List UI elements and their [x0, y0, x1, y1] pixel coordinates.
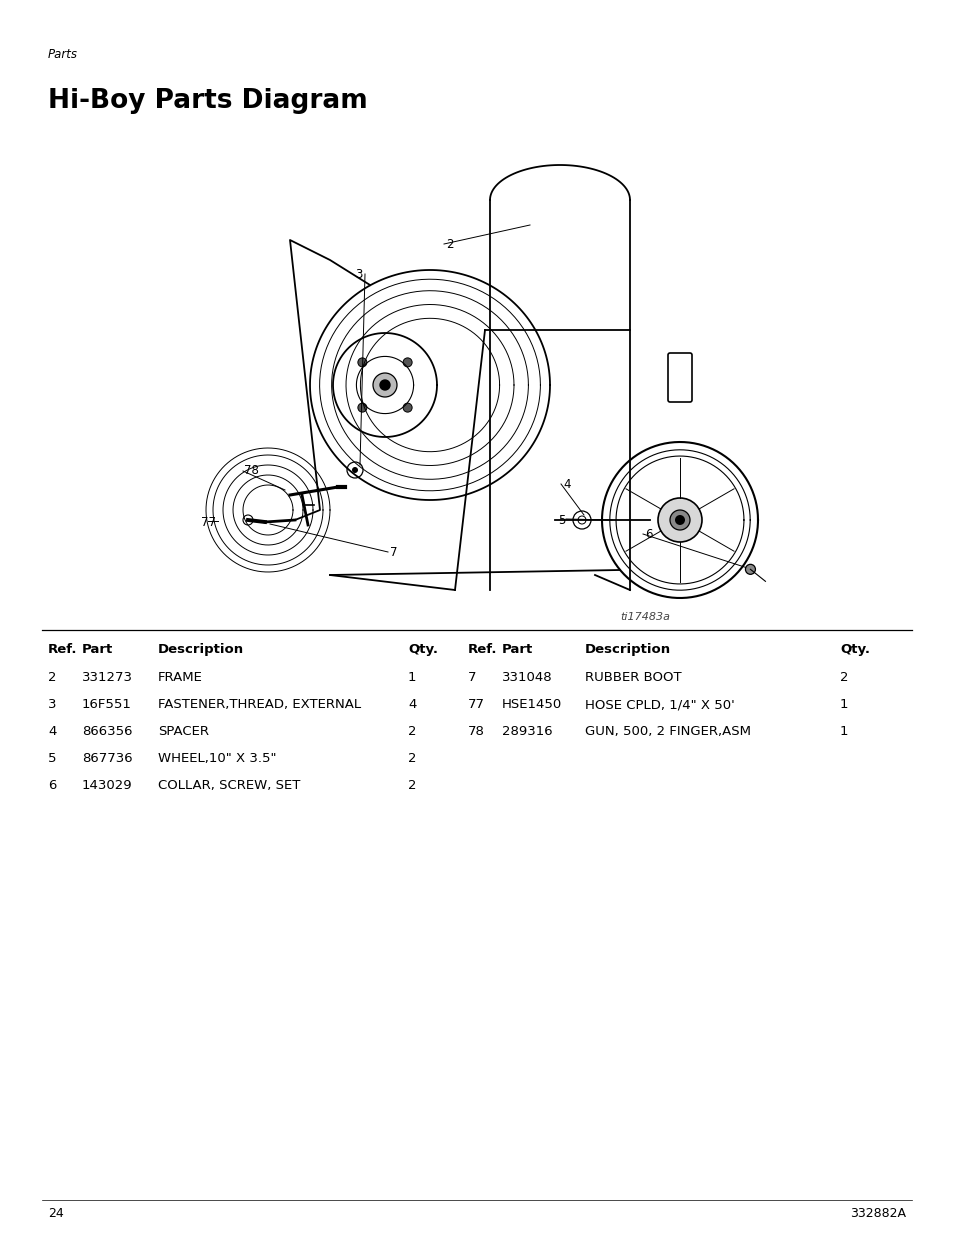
Text: 16F551: 16F551 — [82, 698, 132, 711]
Text: Qty.: Qty. — [840, 643, 869, 656]
Circle shape — [357, 403, 367, 412]
Text: 5: 5 — [558, 514, 565, 526]
Text: HOSE CPLD, 1/4" X 50': HOSE CPLD, 1/4" X 50' — [584, 698, 734, 711]
Text: 2: 2 — [48, 671, 56, 684]
Text: 78: 78 — [244, 463, 258, 477]
Text: 143029: 143029 — [82, 779, 132, 792]
Text: 867736: 867736 — [82, 752, 132, 764]
Text: 2: 2 — [840, 671, 847, 684]
Text: 1: 1 — [840, 698, 847, 711]
Text: 1: 1 — [840, 725, 847, 739]
Circle shape — [403, 403, 412, 412]
Text: 2: 2 — [446, 238, 453, 252]
Text: GUN, 500, 2 FINGER,ASM: GUN, 500, 2 FINGER,ASM — [584, 725, 750, 739]
Text: RUBBER BOOT: RUBBER BOOT — [584, 671, 680, 684]
Text: Hi-Boy Parts Diagram: Hi-Boy Parts Diagram — [48, 88, 367, 114]
Text: Part: Part — [82, 643, 113, 656]
Text: FASTENER,THREAD, EXTERNAL: FASTENER,THREAD, EXTERNAL — [158, 698, 361, 711]
Text: Part: Part — [501, 643, 533, 656]
Text: 289316: 289316 — [501, 725, 552, 739]
Text: Description: Description — [158, 643, 244, 656]
Circle shape — [373, 373, 396, 396]
Circle shape — [669, 510, 689, 530]
Text: 77: 77 — [201, 515, 215, 529]
Circle shape — [379, 380, 390, 390]
Text: 6: 6 — [644, 529, 652, 541]
Circle shape — [352, 467, 357, 473]
Text: 1: 1 — [408, 671, 416, 684]
Text: ti17483a: ti17483a — [619, 613, 669, 622]
Text: WHEEL,10" X 3.5": WHEEL,10" X 3.5" — [158, 752, 276, 764]
Text: FRAME: FRAME — [158, 671, 203, 684]
Text: 2: 2 — [408, 779, 416, 792]
Text: 331273: 331273 — [82, 671, 132, 684]
Text: Parts: Parts — [48, 48, 78, 61]
Circle shape — [658, 498, 701, 542]
Text: COLLAR, SCREW, SET: COLLAR, SCREW, SET — [158, 779, 300, 792]
Circle shape — [357, 358, 367, 367]
Text: Ref.: Ref. — [468, 643, 497, 656]
FancyBboxPatch shape — [667, 353, 691, 403]
Text: Qty.: Qty. — [408, 643, 437, 656]
Text: 3: 3 — [48, 698, 56, 711]
Text: 4: 4 — [48, 725, 56, 739]
Text: 5: 5 — [48, 752, 56, 764]
Text: 78: 78 — [468, 725, 484, 739]
Text: 2: 2 — [408, 752, 416, 764]
Text: Ref.: Ref. — [48, 643, 77, 656]
Text: 3: 3 — [355, 268, 362, 282]
Text: 866356: 866356 — [82, 725, 132, 739]
Text: 77: 77 — [468, 698, 484, 711]
Text: 24: 24 — [48, 1207, 64, 1220]
Circle shape — [675, 515, 684, 525]
Circle shape — [744, 564, 755, 574]
Text: Description: Description — [584, 643, 670, 656]
Text: 331048: 331048 — [501, 671, 552, 684]
Circle shape — [403, 358, 412, 367]
Text: 4: 4 — [562, 478, 570, 492]
Text: 7: 7 — [468, 671, 476, 684]
Text: HSE1450: HSE1450 — [501, 698, 561, 711]
Text: 6: 6 — [48, 779, 56, 792]
Text: 2: 2 — [408, 725, 416, 739]
Text: 4: 4 — [408, 698, 416, 711]
Text: SPACER: SPACER — [158, 725, 209, 739]
Text: 7: 7 — [390, 547, 397, 559]
Text: 332882A: 332882A — [849, 1207, 905, 1220]
